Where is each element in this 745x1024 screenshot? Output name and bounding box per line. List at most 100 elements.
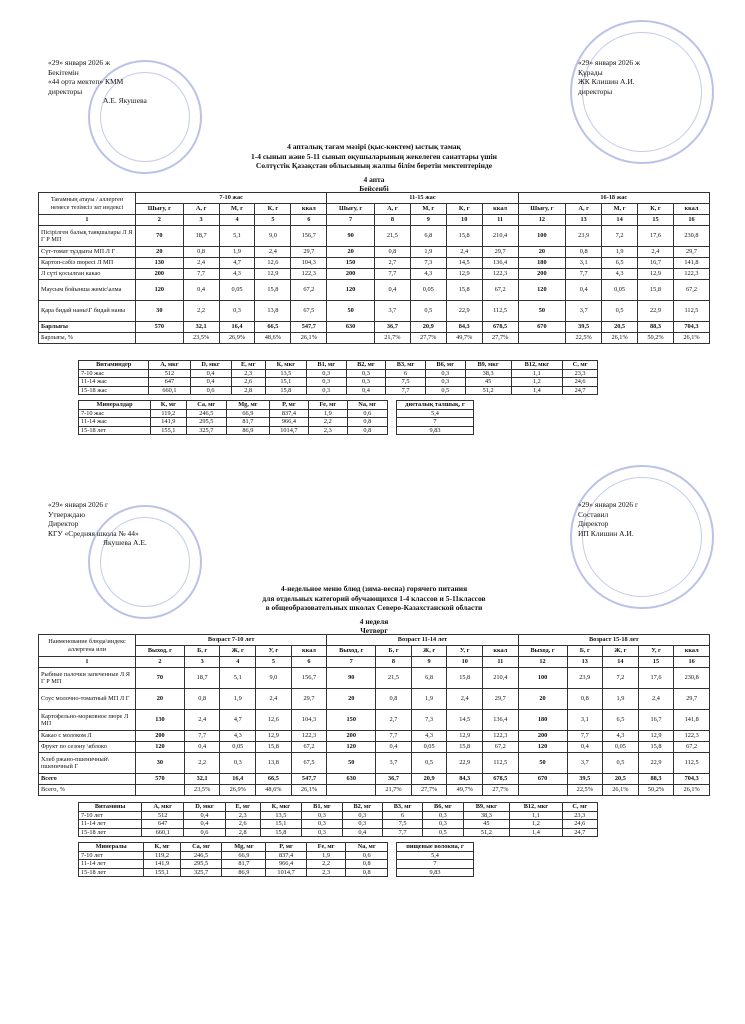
value-cell: 7 [396,417,474,427]
value-cell: 14,5 [446,709,484,731]
value-cell: 86,9 [225,425,270,435]
value-cell [517,332,567,344]
value-cell: 12,9 [637,268,674,280]
group-header: 11-15 жас [326,192,519,204]
fiber-row: 9,83 [396,425,474,435]
value-cell: 45 [462,819,511,829]
value-cell: 1,9 [410,688,448,710]
value-cell: 0,3 [301,827,343,837]
value-cell: 20,5 [602,773,639,785]
approval-line: «29» января 2026 ж [578,58,641,67]
value-cell: 210,4 [482,667,519,689]
column-number: 12 [517,656,568,668]
column-number: 4 [218,214,256,226]
column-header: В9, мкг [464,360,512,370]
column-header: М, г [409,203,447,215]
column-number: 9 [410,656,448,668]
value-cell: 6,5 [602,709,639,731]
value-cell: 0,8 [182,246,220,258]
column-header: диеталық талшық, г [396,400,474,410]
value-cell: 130 [135,257,184,269]
value-cell: 0,05 [601,279,639,301]
value-cell: 20 [326,688,377,710]
value-cell: 50 [326,300,375,322]
value-cell: 150 [326,257,375,269]
column-number: 16 [673,656,710,668]
value-cell: 27,7% [481,332,519,344]
menu-row: Барлығы 570 32,1 16,4 66,5 547,7 630 36,7 20,9 84… [38,321,711,333]
column-number: 16 [672,214,711,226]
menu-row: Картофельно-морковное пюре Л МП 130 2,4 4,7… [38,709,710,731]
dish-name: Картофельно-морковное пюре Л МП [38,709,136,731]
value-cell: 21,5 [373,225,411,247]
value-cell: 122,3 [672,268,711,280]
value-cell: 0,8 [183,688,221,710]
column-header: ккал [673,645,710,657]
value-cell: 155,1 [143,867,181,877]
value-cell: 1,9 [218,246,256,258]
value-cell: 325,7 [179,867,223,877]
value-cell: 26,9% [219,784,257,796]
value-cell: 29,7 [290,246,328,258]
value-cell: 100 [517,667,568,689]
value-cell: 104,3 [290,709,328,731]
value-cell: 9,83 [396,425,474,435]
value-cell: 13,8 [254,300,292,322]
value-cell: 0,8 [373,246,411,258]
approval-line: Құрады [578,67,603,77]
value-cell: 6,8 [409,225,447,247]
column-header: Б, г [566,645,604,657]
group-header: 7-10 жас [134,192,328,204]
value-cell: 23,5% [182,332,220,344]
dish-name: Картоп-сәбіз пюресі Л МП [38,257,136,269]
section: «29» января 2026 ж Бекітемін «44 орта мект… [38,58,711,448]
column-header: Минералдар [77,400,152,410]
column-header: P, мг [265,842,307,852]
value-cell: 7,7 [565,268,603,280]
value-cell: 24,7 [562,385,598,395]
value-cell: 0,4 [373,279,411,301]
value-cell: 630 [326,773,377,785]
value-cell: 0,3 [345,368,387,378]
value-cell: 7,7 [182,268,220,280]
number-row: 1 2 3 4 5 6 7 8 9 10 11 12 13 14 15 16 [38,656,710,668]
value-cell: 67,2 [673,741,710,753]
header-row: Витамины А, мкг D, мкг Е, мг К, мкг В1, мг В2,… [77,802,599,812]
dish-name: Л сүті қосылған какао [38,268,136,280]
value-cell: 15,8 [254,279,292,301]
value-cell: 15,8 [637,279,674,301]
week: 4 апта [363,174,385,184]
column-number: 11 [481,214,519,226]
value-cell: 1,9 [602,688,639,710]
value-cell: 1,2 [509,819,563,829]
value-cell: 156,7 [290,225,328,247]
menu-row: Какао с молоком Л 200 7,7 4,3 12,9 122,3 200 7,… [38,730,710,742]
value-cell: 67,2 [481,279,519,301]
value-cell: 20,9 [410,773,448,785]
value-cell: 13,5 [264,368,307,378]
age: 7-10 жас [77,368,150,378]
value-cell: 0,3 [341,810,383,820]
value-cell: 18,7 [182,225,220,247]
fiber-row: 5,4 [396,850,474,860]
group-header: Возраст 7-10 лет [134,634,328,646]
value-cell: 704,3 [673,773,710,785]
week: 4 неделя [359,616,389,626]
value-cell: 3,1 [565,257,603,269]
approval-line: КГУ «Средняя школа № 44» [48,528,139,538]
value-cell: 15,8 [445,279,483,301]
value-cell: 0,8 [375,688,412,710]
value-cell: 200 [517,730,568,742]
value-cell: 20,9 [409,321,447,333]
value-cell: 112,5 [672,300,711,322]
value-cell: 84,3 [445,321,483,333]
value-cell: 29,7 [672,246,711,258]
value-cell: 15,8 [445,225,483,247]
age: 7-10 лет [77,810,143,820]
value-cell: 1,4 [510,385,564,395]
value-cell: 3,7 [373,300,411,322]
value-cell: 29,7 [673,688,710,710]
value-cell: 18,7 [183,667,221,689]
value-cell: 136,4 [482,709,519,731]
value-cell: 7,7 [183,730,221,742]
